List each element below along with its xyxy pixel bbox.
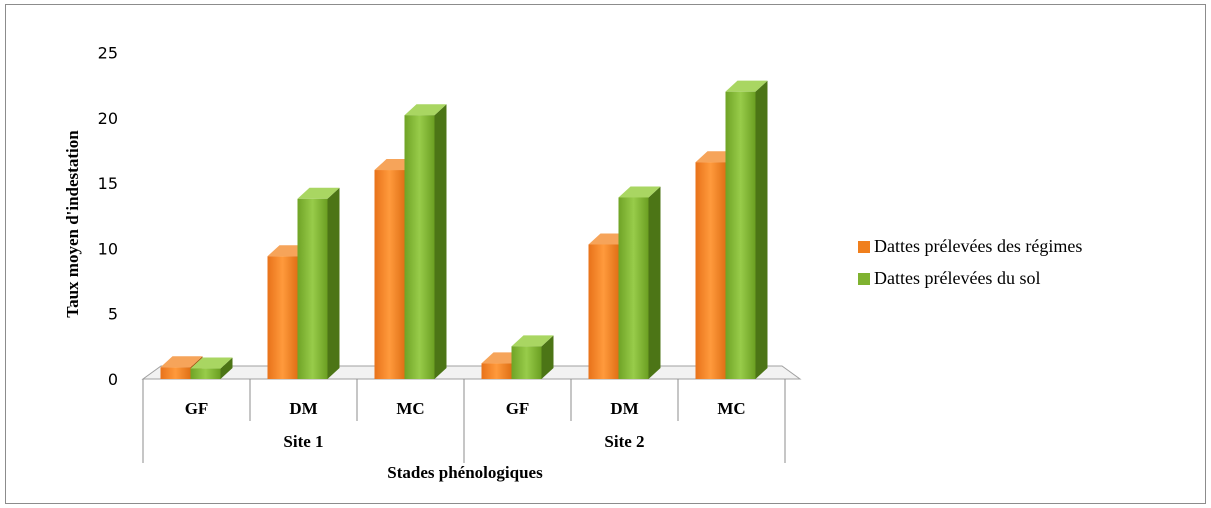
bar-front	[511, 346, 542, 379]
bar-front	[374, 170, 405, 379]
x-tick-label: DM	[289, 399, 317, 418]
bar-front	[695, 162, 726, 379]
bar-top	[404, 104, 447, 116]
bar-sol-1	[297, 187, 340, 379]
bars	[160, 80, 768, 380]
x-tick-label: MC	[717, 399, 745, 418]
bar-top	[725, 80, 768, 92]
x-axis-title: Stades phénologiques	[387, 463, 543, 482]
legend-swatch-series-1	[858, 241, 870, 253]
bar-side	[755, 80, 768, 380]
bar-top	[511, 335, 554, 347]
x-tick-label: GF	[506, 399, 530, 418]
y-axis: 0 5 10 15 20 25	[98, 44, 118, 390]
chart-frame: Taux moyen d'indestation 0 5 10 15 20 25 GF DM…	[5, 4, 1206, 504]
legend-label-series-1: Dattes prélevées des régimes	[874, 236, 1082, 256]
y-tick-label: 0	[108, 370, 118, 389]
y-tick-label: 20	[98, 109, 118, 128]
y-tick-label: 5	[108, 305, 118, 324]
y-tick-label: 25	[98, 44, 118, 63]
legend: Dattes prélevées des régimes Dattes prél…	[858, 236, 1082, 288]
bar-front	[160, 367, 191, 379]
bar-front	[725, 91, 756, 380]
x-tick-label: MC	[396, 399, 424, 418]
x-axis: GF DM MC GF DM MC Site 1 Site 2	[142, 379, 786, 463]
bar-front	[297, 198, 328, 379]
y-tick-label: 10	[98, 239, 118, 258]
bar-sol-5	[725, 80, 768, 380]
bar-front	[190, 368, 221, 379]
bar-top	[160, 356, 203, 368]
bar-front	[267, 256, 298, 379]
bar-top	[618, 186, 661, 198]
bar-side	[327, 187, 340, 379]
bar-sol-0	[190, 357, 233, 379]
y-axis-title: Taux moyen d'indestation	[63, 130, 82, 318]
bar-side	[648, 186, 661, 379]
bar-top	[297, 187, 340, 199]
bar-side	[220, 357, 233, 379]
legend-label-series-2: Dattes prélevées du sol	[874, 268, 1040, 288]
bar-side	[541, 335, 554, 379]
x-tick-label: DM	[610, 399, 638, 418]
x-tick-label: GF	[185, 399, 209, 418]
y-tick-label: 15	[98, 174, 118, 193]
bar-sol-4	[618, 186, 661, 379]
bar-sol-2	[404, 104, 447, 380]
bar-front	[481, 363, 512, 379]
bar-front	[618, 197, 649, 379]
x-group-label: Site 2	[604, 432, 644, 451]
bar-front	[588, 244, 619, 379]
bar-front	[404, 115, 435, 380]
bar-top	[190, 357, 233, 369]
legend-swatch-series-2	[858, 273, 870, 285]
bar-chart: Taux moyen d'indestation 0 5 10 15 20 25 GF DM…	[63, 44, 1082, 483]
bar-sol-3	[511, 335, 554, 379]
bar-side	[434, 104, 447, 380]
x-group-label: Site 1	[283, 432, 323, 451]
